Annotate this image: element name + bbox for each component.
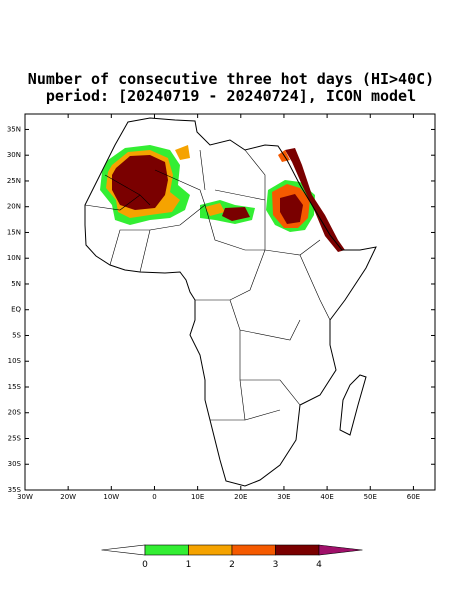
colorbar-segment [231, 544, 276, 556]
y-tick-label: 35S [8, 486, 22, 494]
shade [205, 203, 225, 216]
y-tick-label: 5N [11, 280, 21, 288]
x-tick-label: 30E [277, 493, 290, 501]
y-tick-label: 30S [8, 460, 22, 468]
title-line: Number of consecutive three hot days (HI… [28, 70, 434, 88]
colorbar-segment [188, 544, 233, 556]
x-tick-label: 10E [191, 493, 204, 501]
colorbar-segment [275, 544, 320, 556]
map-layer [84, 117, 377, 487]
x-tick-label: 50E [364, 493, 377, 501]
colorbar: 0 1 2 3 4 [101, 544, 363, 570]
colorbar-segment [144, 544, 189, 556]
map-frame [24, 113, 436, 491]
colorbar-end [318, 544, 363, 556]
x-tick-label: 20E [234, 493, 247, 501]
y-tick-label: 20S [8, 409, 22, 417]
border [84, 149, 331, 421]
y-tick-label: 30N [7, 151, 21, 159]
colorbar-label: 3 [273, 560, 279, 570]
x-tick-label: 30W [17, 493, 33, 501]
y-tick-label: 20N [7, 203, 21, 211]
coastline [84, 117, 377, 487]
y-tick-label: 5S [12, 331, 21, 339]
y-tick-label: 10S [8, 357, 22, 365]
x-tick-label: 60E [407, 493, 420, 501]
colorbar-label: 4 [316, 560, 322, 570]
colorbar-end [101, 544, 146, 556]
x-tick-label: 0 [152, 493, 156, 501]
coastline [339, 374, 367, 436]
x-tick-label: 40E [320, 493, 333, 501]
x-tick-label: 20W [60, 493, 76, 501]
colorbar-label: 1 [186, 560, 192, 570]
y-tick-label: EQ [11, 306, 21, 314]
y-tick-label: 25S [8, 434, 22, 442]
y-tick-label: 15S [8, 383, 22, 391]
x-tick-label: 10W [103, 493, 119, 501]
y-tick-label: 35N [7, 125, 21, 133]
shade [222, 207, 250, 221]
colorbar-label: 2 [229, 560, 235, 570]
title-line: period: [20240719 - 20240724], ICON mode… [46, 87, 416, 105]
y-tick-label: 25N [7, 177, 21, 185]
colorbar-label: 0 [142, 560, 148, 570]
y-tick-label: 15N [7, 228, 21, 236]
shade [280, 194, 303, 224]
shade [112, 155, 168, 210]
shade [285, 148, 345, 252]
shade [175, 145, 190, 160]
y-tick-label: 10N [7, 254, 21, 262]
